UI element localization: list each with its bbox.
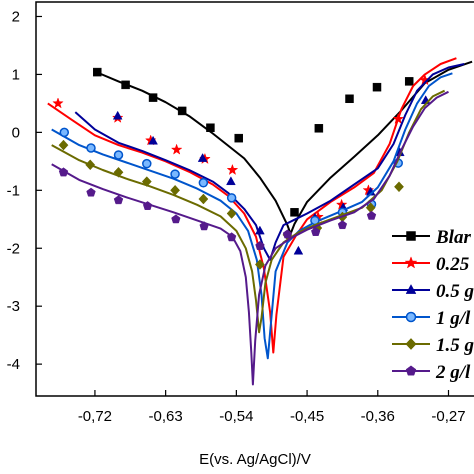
data-point-marker	[226, 193, 237, 203]
data-point-marker	[226, 208, 237, 219]
data-point-marker	[394, 181, 404, 193]
data-point-marker	[58, 139, 69, 151]
data-point-marker	[226, 163, 239, 176]
data-point-marker	[141, 176, 152, 187]
data-point-marker	[234, 133, 243, 143]
data-point-marker	[404, 77, 414, 86]
data-point-marker	[170, 143, 183, 155]
data-point-marker	[282, 229, 293, 239]
data-point-marker	[255, 240, 265, 250]
data-point-marker	[59, 127, 70, 138]
y-tick-label: 1	[12, 66, 20, 83]
legend-marker	[406, 231, 416, 241]
data-point-marker	[206, 123, 215, 132]
data-point-marker	[113, 150, 124, 160]
data-point-marker	[226, 176, 236, 186]
series-line	[94, 60, 473, 235]
plot-frame	[35, 1, 474, 397]
y-tick-label: 0	[12, 124, 20, 141]
data-point-marker	[142, 201, 153, 210]
data-point-marker	[177, 106, 187, 116]
x-tick-label: -0,72	[78, 408, 112, 425]
data-point-marker	[293, 245, 304, 255]
series-0	[93, 60, 473, 235]
legend-marker	[405, 284, 417, 294]
data-point-marker	[52, 97, 64, 109]
data-point-marker	[392, 112, 405, 125]
data-point-marker	[112, 110, 123, 120]
data-point-marker	[227, 232, 237, 242]
x-axis-title: E(vs. Ag/AgCl)/V	[199, 451, 311, 468]
series-3	[51, 72, 453, 360]
legend-label: 0.25	[436, 254, 470, 275]
x-tick-label: -0,36	[361, 408, 395, 425]
series-group	[47, 57, 473, 386]
data-point-marker	[148, 135, 158, 145]
legend-marker	[405, 311, 417, 323]
series-line	[51, 90, 449, 386]
data-point-marker	[254, 259, 265, 270]
data-point-marker	[170, 169, 180, 179]
data-point-marker	[93, 67, 102, 77]
y-tick-label: -4	[7, 356, 20, 373]
data-point-marker	[311, 227, 321, 236]
data-point-marker	[171, 214, 181, 224]
data-point-marker	[345, 94, 354, 104]
data-point-marker	[198, 178, 209, 188]
series-5	[51, 90, 449, 386]
data-point-marker	[121, 80, 130, 90]
data-point-marker	[372, 82, 382, 92]
data-point-marker	[337, 220, 348, 230]
series-line	[47, 57, 457, 354]
data-point-marker	[255, 225, 265, 235]
data-point-marker	[142, 158, 152, 169]
data-point-marker	[197, 153, 208, 162]
legend-label: 2 g/l	[435, 362, 471, 383]
data-point-marker	[86, 187, 96, 197]
data-point-marker	[314, 124, 324, 133]
series-line	[74, 63, 465, 261]
legend-marker	[405, 338, 417, 350]
data-point-marker	[86, 143, 96, 153]
data-point-marker	[366, 210, 377, 220]
data-point-marker	[85, 159, 96, 171]
data-point-marker	[113, 166, 124, 178]
legend-label: 1.5 g	[436, 335, 474, 356]
data-point-marker	[58, 167, 69, 177]
y-tick-label: -3	[7, 298, 20, 315]
data-point-marker	[148, 93, 158, 102]
x-tick-label: -0,45	[290, 408, 324, 425]
legend-label: Blar	[435, 227, 471, 248]
data-point-marker	[198, 193, 209, 205]
x-tick-label: -0,63	[149, 408, 183, 425]
y-tick-label: -2	[7, 240, 20, 257]
x-tick-label: -0,54	[219, 408, 253, 425]
y-tick-label: -1	[7, 182, 20, 199]
data-point-marker	[199, 221, 209, 231]
series-1	[47, 57, 457, 354]
legend-marker	[405, 365, 417, 376]
series-line	[51, 72, 453, 360]
data-point-marker	[290, 208, 299, 217]
series-2	[74, 63, 465, 261]
data-point-marker	[170, 184, 181, 196]
legend: Blar 0.25 0.5 g 1 g/l 1.5 g 2 g/l	[392, 227, 474, 383]
axis-ticks: -0,72 -0,63 -0,54 -0,45 -0,36 -0,27 2 1 0 -1 -2 -3 -…	[7, 8, 466, 425]
data-point-marker	[113, 195, 124, 205]
legend-label: 0.5 g	[436, 281, 474, 302]
x-tick-label: -0,27	[431, 408, 465, 425]
legend-label: 1 g/l	[436, 308, 471, 329]
legend-marker	[404, 256, 418, 269]
y-tick-label: 2	[12, 8, 20, 25]
